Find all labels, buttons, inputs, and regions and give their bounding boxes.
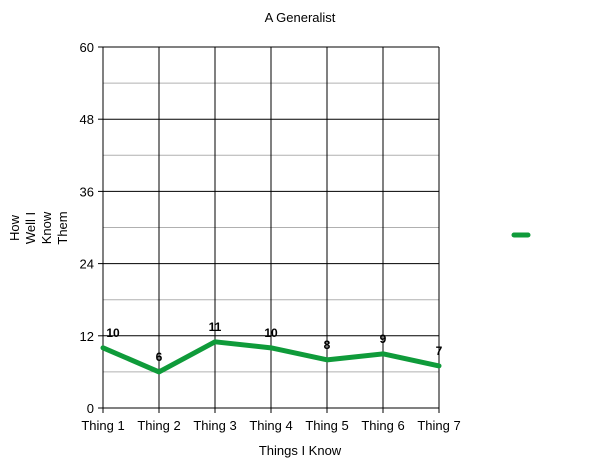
data-label: 10 [106,326,120,340]
data-label: 8 [324,338,331,352]
y-tick-label: 48 [80,112,94,127]
x-axis-ticks: Thing 1 Thing 2 Thing 3 Thing 4 Thing 5 Thing… [81,408,461,433]
y-tick-label: 36 [80,184,94,199]
y-tick-label: 60 [80,40,94,55]
x-tick-label: Thing 3 [193,418,236,433]
chart-title: A Generalist [265,10,336,25]
data-label: 6 [156,350,163,364]
data-label: 9 [380,332,387,346]
data-labels: 10 6 11 10 8 9 7 [106,320,442,364]
x-tick-label: Thing 4 [249,418,292,433]
x-tick-label: Thing 6 [361,418,404,433]
y-axis-label-line-2: Well I [23,212,38,244]
y-tick-label: 24 [80,257,94,272]
y-axis-label-line-3: Know [39,211,54,244]
y-axis-ticks: 0 12 24 36 48 60 [80,40,103,416]
x-tick-label: Thing 1 [81,418,124,433]
data-label: 11 [209,320,222,334]
data-label: 7 [436,344,443,358]
y-tick-label: 0 [87,401,94,416]
data-label: 10 [264,326,278,340]
x-tick-label: Thing 7 [417,418,460,433]
x-axis-label: Things I Know [259,443,342,458]
x-tick-label: Thing 2 [137,418,180,433]
y-tick-label: 12 [80,329,94,344]
y-axis-label: How Well I Know Them [7,211,70,244]
y-axis-label-line-1: How [7,214,22,241]
x-tick-label: Thing 5 [305,418,348,433]
y-axis-label-line-4: Them [55,211,70,244]
series-layer [100,339,442,375]
series-line [100,339,442,375]
